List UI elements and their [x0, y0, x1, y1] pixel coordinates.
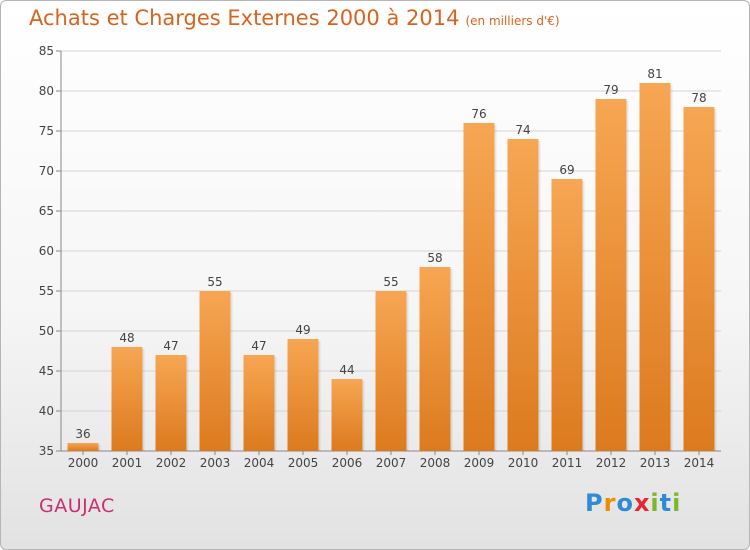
commune-name: GAUJAC — [39, 495, 115, 517]
bar — [375, 291, 407, 451]
bar — [67, 443, 99, 451]
x-tick-label: 2003 — [200, 456, 231, 470]
y-tick-label: 70 — [39, 164, 54, 178]
proxiti-logo: Proxiti — [585, 489, 681, 517]
bar — [595, 99, 627, 451]
x-tick-label: 2000 — [68, 456, 99, 470]
bar — [683, 107, 715, 451]
y-tick-label: 35 — [39, 444, 54, 458]
x-tick-label: 2007 — [376, 456, 407, 470]
logo-letter: o — [616, 489, 634, 517]
bar — [463, 123, 495, 451]
x-tick-label: 2001 — [112, 456, 143, 470]
bar — [507, 139, 539, 451]
data-label: 74 — [515, 123, 530, 137]
y-tick-label: 85 — [39, 44, 54, 58]
chart-title: Achats et Charges Externes 2000 à 2014 (e… — [29, 6, 560, 30]
data-label: 79 — [603, 83, 618, 97]
bar — [551, 179, 583, 451]
bar — [111, 347, 143, 451]
bar — [243, 355, 275, 451]
x-tick-label: 2008 — [420, 456, 451, 470]
logo-letter: i — [650, 489, 660, 517]
bar — [287, 339, 319, 451]
logo-letter: t — [659, 489, 673, 517]
x-tick-label: 2014 — [684, 456, 715, 470]
x-tick-label: 2002 — [156, 456, 187, 470]
bar — [419, 267, 451, 451]
data-label: 55 — [207, 275, 222, 289]
y-tick-label: 40 — [39, 404, 54, 418]
chart-title-text: Achats et Charges Externes 2000 à 2014 — [29, 6, 460, 30]
data-label: 58 — [427, 251, 442, 265]
logo-letter: P — [585, 489, 604, 517]
data-label: 47 — [163, 339, 178, 353]
data-label: 69 — [559, 163, 574, 177]
y-tick-label: 75 — [39, 124, 54, 138]
bar — [155, 355, 187, 451]
x-tick-label: 2004 — [244, 456, 275, 470]
x-tick-label: 2012 — [596, 456, 627, 470]
logo-letter: x — [633, 489, 651, 517]
y-tick-label: 60 — [39, 244, 54, 258]
data-label: 49 — [295, 323, 310, 337]
x-tick-label: 2010 — [508, 456, 539, 470]
data-label: 81 — [647, 67, 662, 81]
x-tick-label: 2005 — [288, 456, 319, 470]
x-tick-label: 2009 — [464, 456, 495, 470]
data-label: 55 — [383, 275, 398, 289]
chart-subtitle: (en milliers d'€) — [465, 14, 560, 28]
x-tick-label: 2013 — [640, 456, 671, 470]
y-tick-label: 80 — [39, 84, 54, 98]
y-tick-label: 45 — [39, 364, 54, 378]
y-tick-label: 50 — [39, 324, 54, 338]
data-label: 44 — [339, 363, 354, 377]
x-tick-label: 2006 — [332, 456, 363, 470]
y-tick-label: 65 — [39, 204, 54, 218]
logo-letter: i — [672, 489, 682, 517]
x-tick-label: 2011 — [552, 456, 583, 470]
data-label: 36 — [75, 427, 90, 441]
bar — [639, 83, 671, 451]
y-tick-label: 55 — [39, 284, 54, 298]
data-label: 47 — [251, 339, 266, 353]
data-label: 76 — [471, 107, 486, 121]
bar — [331, 379, 363, 451]
logo-letter: r — [603, 489, 617, 517]
data-label: 78 — [691, 91, 706, 105]
bar — [199, 291, 231, 451]
data-label: 48 — [119, 331, 134, 345]
